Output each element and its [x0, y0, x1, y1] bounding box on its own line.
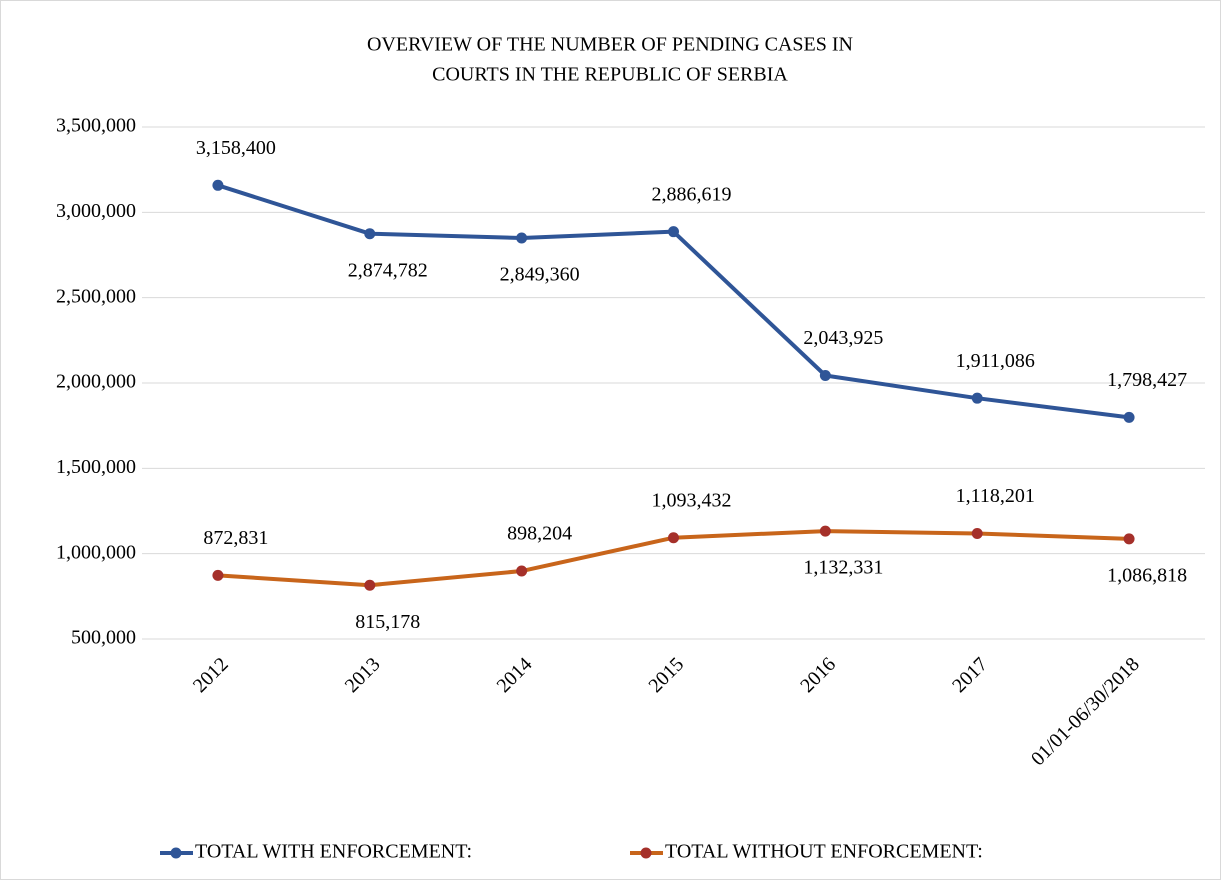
data-label: 815,178 — [355, 611, 420, 633]
y-tick-label: 2,500,000 — [56, 285, 136, 307]
y-tick-label: 1,000,000 — [56, 541, 136, 563]
data-label: 1,798,427 — [1107, 369, 1187, 391]
data-label: 872,831 — [203, 527, 268, 549]
data-label: 1,086,818 — [1107, 564, 1187, 586]
y-tick-label: 500,000 — [71, 627, 136, 649]
data-point — [212, 569, 224, 581]
y-tick-label: 2,000,000 — [56, 371, 136, 393]
data-label: 3,158,400 — [196, 137, 276, 159]
data-point — [819, 370, 831, 382]
data-point — [668, 532, 679, 544]
chart-title: OVERVIEW OF THE NUMBER OF PENDING CASES … — [367, 34, 853, 56]
data-label: 898,204 — [507, 523, 572, 545]
y-tick-label: 3,000,000 — [56, 200, 136, 222]
data-point — [364, 579, 376, 591]
data-point — [971, 527, 983, 539]
data-point — [516, 232, 528, 244]
data-label: 1,118,201 — [956, 485, 1035, 507]
data-label: 1,911,086 — [956, 350, 1035, 372]
data-point — [212, 179, 224, 191]
data-point — [819, 525, 831, 537]
y-tick-label: 3,500,000 — [56, 115, 136, 137]
data-label: 2,874,782 — [348, 259, 428, 281]
data-label: 2,886,619 — [652, 183, 732, 205]
chart-title: COURTS IN THE REPUBLIC OF SERBIA — [432, 64, 788, 86]
data-label: 2,849,360 — [500, 264, 580, 286]
legend-marker — [170, 847, 182, 859]
data-point — [516, 565, 528, 577]
data-label: 1,093,432 — [652, 489, 732, 511]
data-label: 2,043,925 — [803, 327, 883, 349]
y-tick-label: 1,500,000 — [56, 456, 136, 478]
data-point — [1123, 411, 1135, 423]
data-point — [668, 226, 679, 238]
data-label: 1,132,331 — [803, 557, 883, 579]
data-point — [971, 392, 983, 404]
data-point — [1123, 533, 1135, 545]
legend-marker — [640, 847, 652, 859]
legend-label: TOTAL WITH ENFORCEMENT: — [195, 841, 472, 863]
legend-label: TOTAL WITHOUT ENFORCEMENT: — [665, 841, 983, 863]
data-point — [364, 228, 376, 240]
